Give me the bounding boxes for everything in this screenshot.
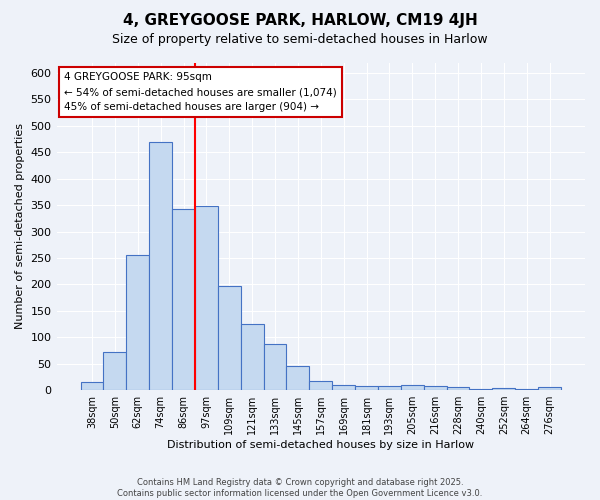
Bar	[127, 256, 149, 390]
Bar	[195, 206, 218, 390]
Bar	[424, 386, 446, 390]
Bar	[263, 344, 286, 390]
Bar	[378, 386, 401, 390]
Bar	[355, 386, 378, 390]
Bar	[286, 366, 310, 390]
Bar	[80, 382, 103, 390]
Bar	[241, 324, 263, 390]
Bar	[538, 388, 561, 390]
Text: Contains HM Land Registry data © Crown copyright and database right 2025.
Contai: Contains HM Land Registry data © Crown c…	[118, 478, 482, 498]
Bar	[172, 210, 195, 390]
Bar	[218, 286, 241, 390]
Bar	[493, 388, 515, 390]
Bar	[149, 142, 172, 390]
Text: 4, GREYGOOSE PARK, HARLOW, CM19 4JH: 4, GREYGOOSE PARK, HARLOW, CM19 4JH	[122, 12, 478, 28]
Bar	[103, 352, 127, 390]
X-axis label: Distribution of semi-detached houses by size in Harlow: Distribution of semi-detached houses by …	[167, 440, 475, 450]
Bar	[515, 389, 538, 390]
Bar	[332, 386, 355, 390]
Bar	[446, 388, 469, 390]
Bar	[469, 389, 493, 390]
Text: Size of property relative to semi-detached houses in Harlow: Size of property relative to semi-detach…	[112, 32, 488, 46]
Bar	[401, 385, 424, 390]
Bar	[310, 381, 332, 390]
Y-axis label: Number of semi-detached properties: Number of semi-detached properties	[15, 124, 25, 330]
Text: 4 GREYGOOSE PARK: 95sqm
← 54% of semi-detached houses are smaller (1,074)
45% of: 4 GREYGOOSE PARK: 95sqm ← 54% of semi-de…	[64, 72, 337, 112]
